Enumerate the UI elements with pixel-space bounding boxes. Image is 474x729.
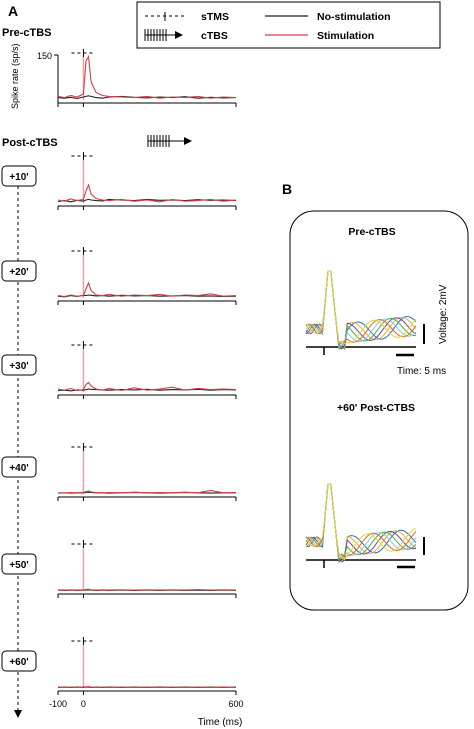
panel-6 [57, 637, 237, 695]
post-ctbs-label: Post-cTBS [2, 137, 58, 149]
time-box-label: +30' [9, 361, 28, 372]
panel-a-label: A [8, 3, 18, 19]
time-box-label: +40' [9, 463, 28, 474]
y-axis-label: Spike rate (sp/s) [10, 43, 20, 109]
y-tick-label: 150 [37, 51, 52, 61]
x-tick-label: 0 [81, 699, 86, 709]
time-box-label: +50' [9, 560, 28, 571]
time-scale-label: Time: 5 ms [397, 366, 446, 377]
waveform-trace [305, 483, 417, 561]
time-box-label: +10' [9, 172, 28, 183]
ctbs-legend-symbol [144, 29, 183, 41]
post-ctbs-waveforms [305, 483, 417, 563]
panel-3 [57, 341, 237, 399]
panel-b-pre-title: Pre-cTBS [348, 226, 395, 238]
no-stimulation-line [57, 95, 237, 100]
no-stim-legend-label: No-stimulation [317, 11, 391, 23]
stms-legend-symbol [145, 12, 186, 21]
time-box: +20' [1, 260, 37, 282]
panel-2 [57, 247, 237, 305]
x-tick-label: 600 [228, 699, 243, 709]
x-axis-label: Time (ms) [198, 717, 243, 728]
time-box-label: +60' [9, 657, 28, 668]
time-box-frame [1, 456, 37, 478]
panel-0: 150 [37, 49, 237, 107]
time-box-frame [1, 650, 37, 672]
stim-legend-label: Stimulation [317, 30, 374, 42]
time-box-label: +20' [9, 267, 28, 278]
post-ctbs-train-icon [147, 135, 192, 147]
time-box-frame [1, 553, 37, 575]
voltage-scale-label: Voltage: 2mV [438, 284, 449, 344]
spike-rate-plots: 150 [37, 49, 237, 695]
ctbs-legend-label: cTBS [201, 30, 228, 42]
legend-box [136, 1, 441, 49]
panel-b-label: B [282, 181, 292, 197]
pre-ctbs-label: Pre-cTBS [2, 27, 52, 39]
legend: sTMS cTBS No-stimulation Stimulation [136, 1, 441, 49]
time-box: +10' [1, 165, 37, 187]
pre-ctbs-waveforms [305, 270, 417, 350]
stimulation-line [57, 489, 237, 494]
stimulation-line [57, 588, 237, 591]
x-tick-label: -100 [49, 699, 67, 709]
stimulation-line [57, 183, 237, 203]
panel-5 [57, 540, 237, 598]
time-box-frame [1, 354, 37, 376]
time-arrow-head [14, 710, 22, 718]
time-box: +50' [1, 553, 37, 575]
panel-b: Pre-cTBS +60' Post-CTBS Voltage: 2mV Tim… [289, 210, 469, 611]
stimulation-line [57, 685, 237, 688]
time-box: +30' [1, 354, 37, 376]
stimulation-line [57, 54, 237, 99]
time-box-frame [1, 165, 37, 187]
time-box: +40' [1, 456, 37, 478]
time-box: +60' [1, 650, 37, 672]
panel-b-post-title: +60' Post-CTBS [337, 402, 415, 414]
panel-b-frame [289, 210, 469, 611]
panel-4 [57, 443, 237, 501]
waveform-trace [305, 270, 417, 345]
stimulation-line [57, 281, 237, 298]
stms-legend-label: sTMS [201, 11, 229, 23]
panel-1 [57, 152, 237, 210]
stimulation-line [57, 381, 237, 392]
time-box-frame [1, 260, 37, 282]
time-boxes: +10' +20' +30' +40' +50' +60' [1, 165, 37, 672]
